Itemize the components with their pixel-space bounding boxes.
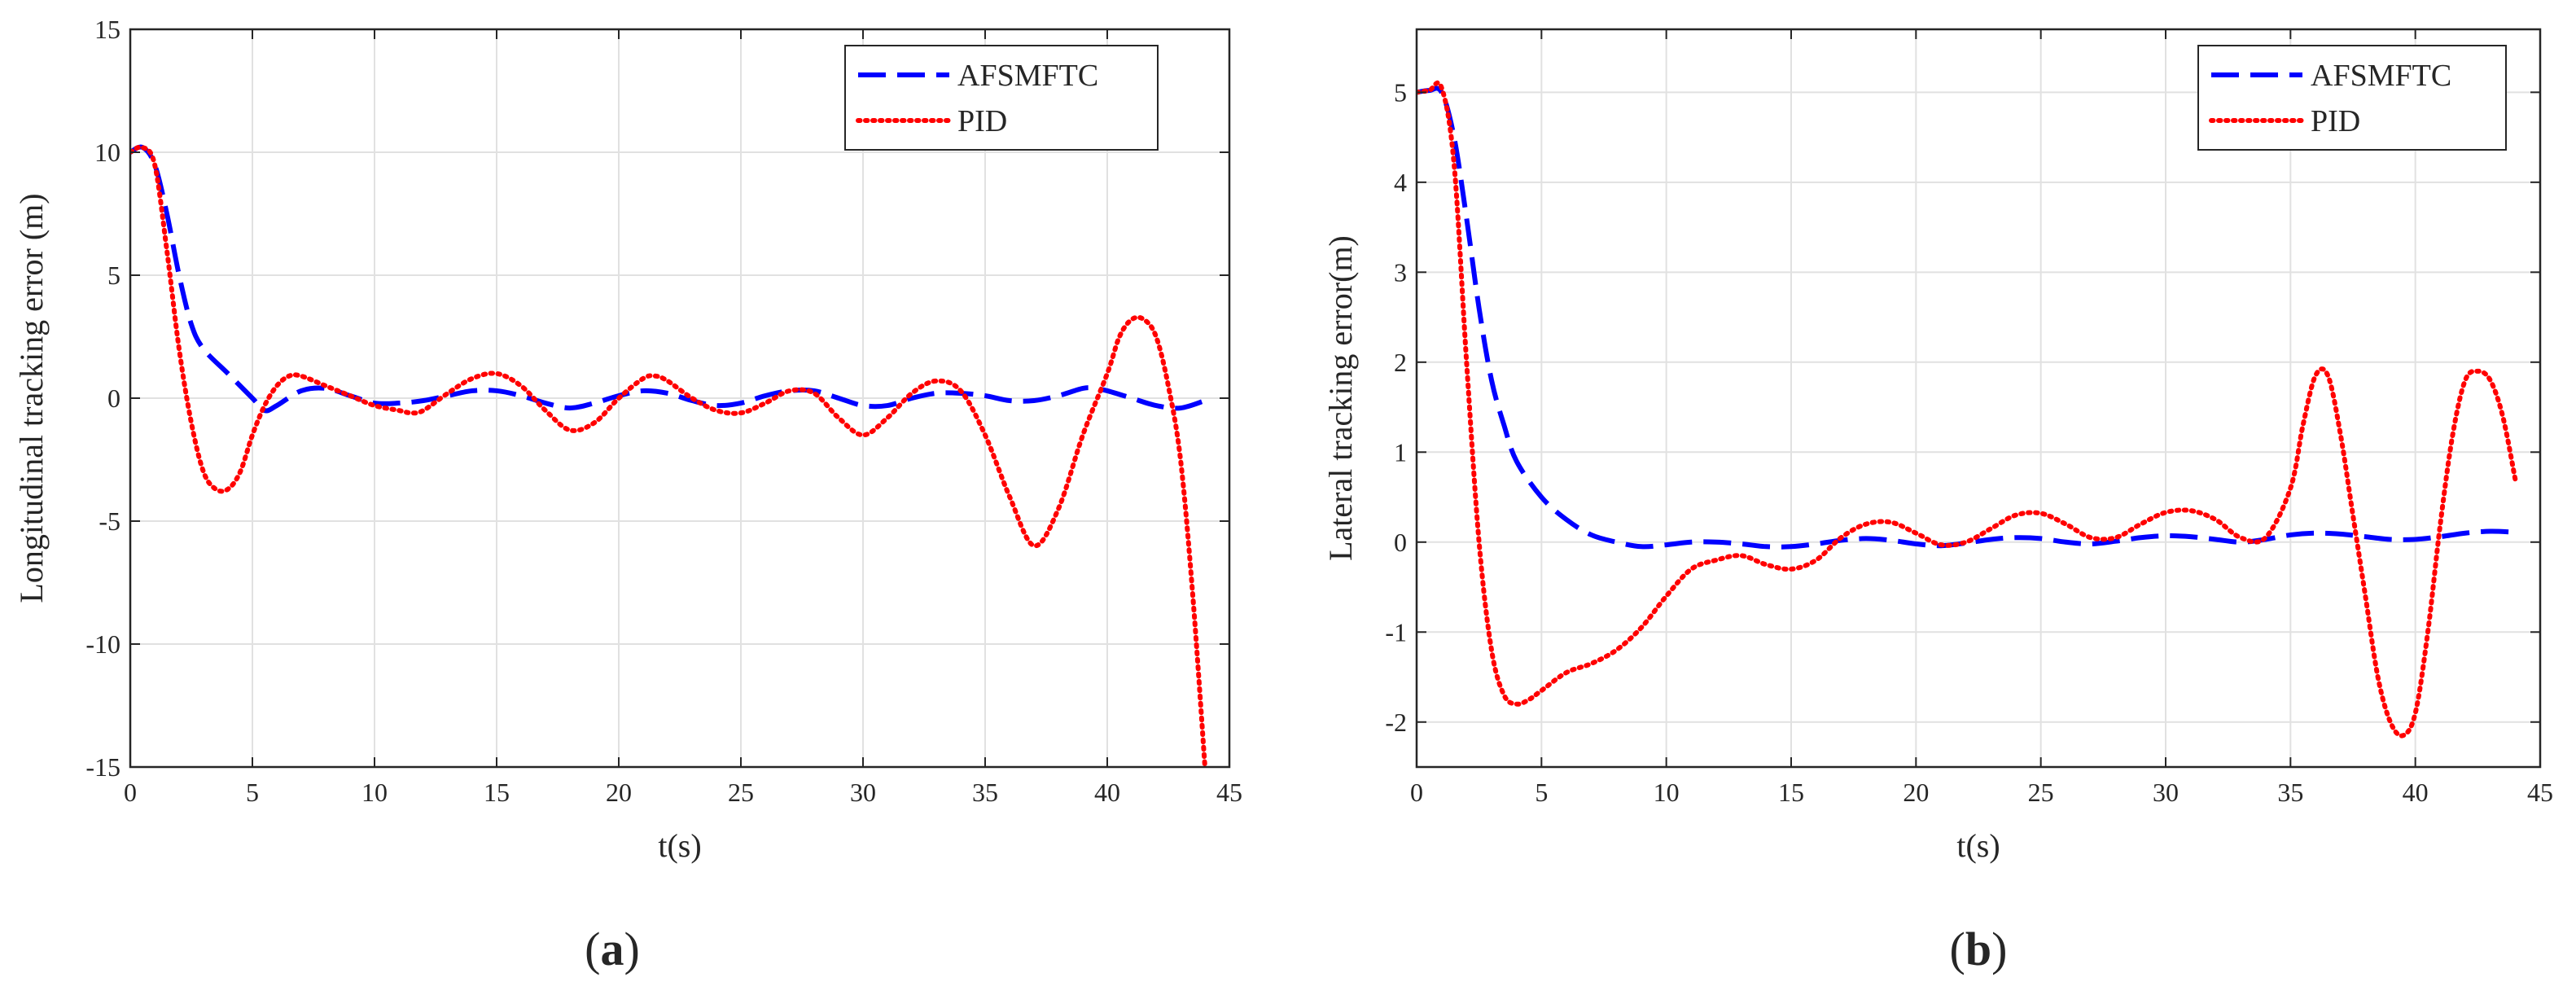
chart-a-series-group (130, 144, 1207, 767)
chart-a-y-axis-label: Longitudinal tracking error (m) (13, 193, 50, 603)
chart-a-legend-label-pid: PID (957, 104, 1007, 138)
chart-a-legend-box (844, 45, 1159, 151)
chart-b-x-tick-label: 5 (1535, 778, 1548, 807)
chart-b-series-line-afsmftc (1417, 85, 2516, 550)
chart-a-series-line-pid (130, 144, 1207, 767)
chart-b-legend-box (2197, 45, 2507, 151)
chart-b-axes-frame (1415, 28, 2542, 769)
chart-a-y-tick-label: 15 (94, 15, 120, 44)
chart-b-x-axis-label: t(s) (1956, 827, 2000, 864)
chart-a-legend-label-afsmftc: AFSMFTC (957, 59, 1098, 93)
chart-b-x-tick-label: 45 (2527, 778, 2553, 807)
chart-b-x-tick-label: 20 (1903, 778, 1929, 807)
chart-a-x-tick-label: 45 (1216, 778, 1242, 807)
chart-a-x-tick-label: 15 (484, 778, 510, 807)
chart-a-x-tick-label: 40 (1094, 778, 1120, 807)
chart-a-x-tick-label: 0 (124, 778, 137, 807)
chart-b-y-tick-label: 0 (1394, 528, 1407, 557)
chart-b-x-tick-label: 30 (2153, 778, 2179, 807)
chart-a-y-tick-label: -15 (85, 752, 120, 782)
chart-b-legend-label-afsmftc: AFSMFTC (2311, 59, 2451, 93)
chart-b-y-axis-label: Lateral tracking error(m) (1322, 235, 1359, 561)
chart-b-plot-area (1417, 29, 2540, 767)
chart-a-series-line-afsmftc (130, 144, 1206, 414)
chart-a-x-tick-label: 5 (246, 778, 259, 807)
chart-b-y-tick-label: 3 (1394, 257, 1407, 287)
chart-a-x-tick-label: 10 (361, 778, 388, 807)
chart-b-series-line-pid (1417, 80, 2518, 739)
chart-b-legend-label-pid: PID (2311, 104, 2360, 138)
chart-b-x-tick-label: 10 (1654, 778, 1680, 807)
chart-b-y-tick-label: 5 (1394, 77, 1407, 107)
chart-b-y-tick-label: 2 (1394, 348, 1407, 377)
chart-a-x-tick-label: 25 (728, 778, 754, 807)
chart-a-x-tick-label: 20 (606, 778, 632, 807)
chart-b-x-tick-label: 25 (2028, 778, 2054, 807)
chart-a-x-tick-label: 35 (972, 778, 998, 807)
chart-b-panel-label: (b) (1950, 923, 2008, 975)
chart-b-legend: AFSMFTC PID (2197, 45, 2507, 151)
chart-a-panel-label: (a) (585, 923, 640, 975)
chart-b-x-tick-label: 35 (2277, 778, 2303, 807)
chart-panel-a: 0 5 10 15 20 25 30 35 40 45 -15 -10 -5 0 5 10 15 t(s) Long… (13, 15, 1242, 975)
chart-a-x-tick-label: 30 (850, 778, 876, 807)
chart-b-series-group (1417, 80, 2518, 739)
chart-b-x-tick-label: 0 (1410, 778, 1423, 807)
chart-panel-b: 0 5 10 15 20 25 30 35 40 45-2-1012345t(s)Lateral … (1322, 28, 2553, 975)
chart-b-y-tick-label: -1 (1385, 617, 1407, 647)
chart-b-x-tick-label: 40 (2403, 778, 2429, 807)
chart-b-y-tick-label: 4 (1394, 168, 1407, 197)
chart-b-y-tick-label: 1 (1394, 437, 1407, 467)
chart-a-legend: AFSMFTC PID (844, 45, 1159, 151)
chart-a-y-tick-label: 0 (107, 384, 120, 413)
chart-b-y-tick-label: -2 (1385, 708, 1407, 737)
chart-a-y-tick-label: -5 (99, 506, 120, 536)
chart-b-x-tick-label: 15 (1778, 778, 1804, 807)
chart-a-y-tick-label: 10 (94, 138, 120, 167)
chart-a-y-tick-label: 5 (107, 261, 120, 290)
chart-a-x-axis-label: t(s) (658, 827, 701, 864)
chart-a-y-tick-label: -10 (85, 629, 120, 659)
